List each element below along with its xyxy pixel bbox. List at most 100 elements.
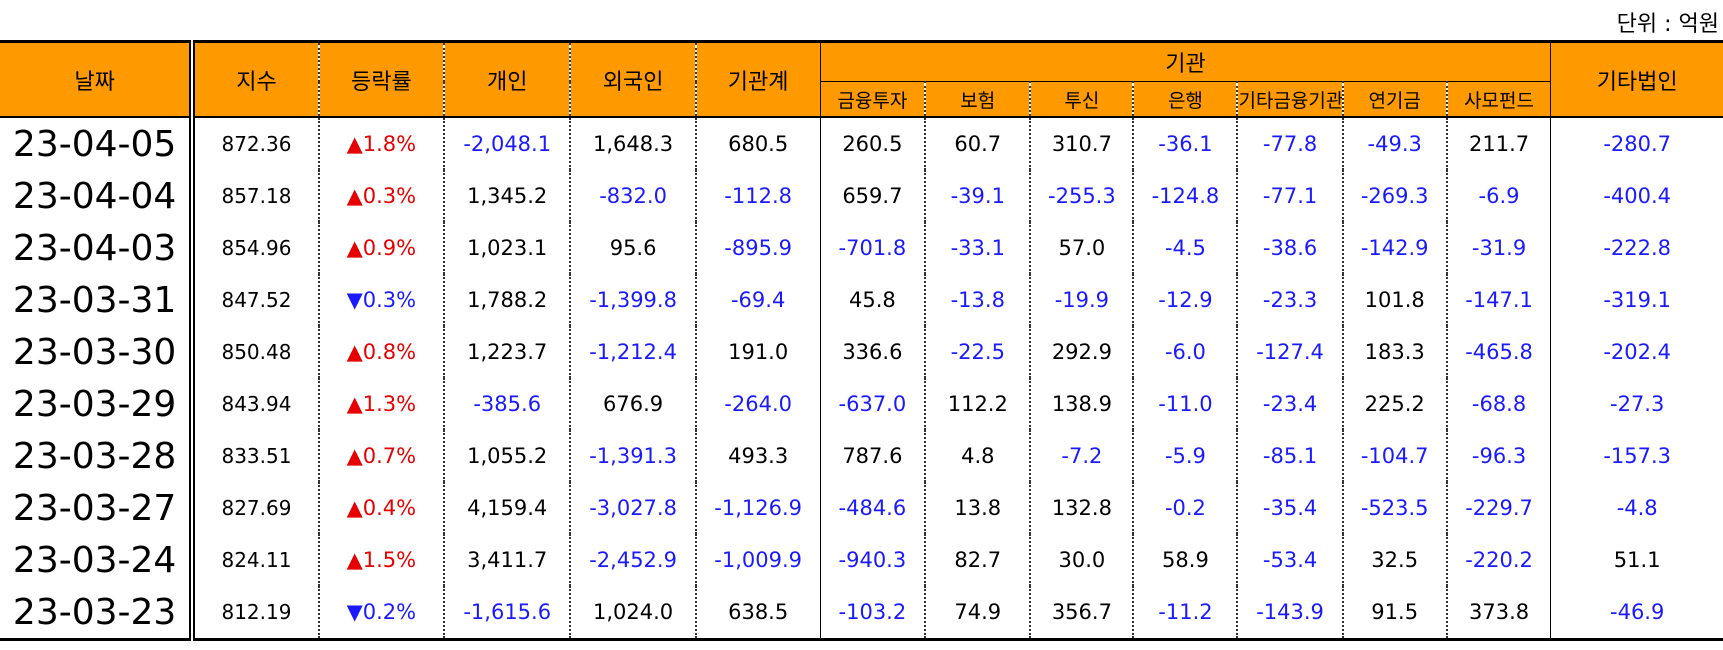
down-triangle-icon: ▼ [346, 600, 363, 624]
value-cell: 260.5 [820, 117, 927, 170]
value-cell: -46.9 [1550, 586, 1723, 641]
value-cell: -19.9 [1030, 274, 1135, 326]
value-cell: -11.0 [1133, 378, 1239, 430]
value-cell: 310.7 [1030, 117, 1135, 170]
value-cell: 1,788.2 [444, 274, 572, 326]
value-cell: -1,615.6 [444, 586, 572, 641]
value-cell: 45.8 [820, 274, 927, 326]
index-cell: 854.96 [192, 222, 320, 274]
value-cell: -157.3 [1603, 444, 1672, 468]
value-cell: -2,452.9 [570, 534, 697, 586]
value-cell: 132.8 [1030, 482, 1135, 534]
value-cell: 32.5 [1342, 534, 1448, 586]
date-cell: 23-04-05 [0, 117, 196, 170]
change-cell: ▲1.3% [318, 378, 446, 430]
value-cell: 112.2 [925, 378, 1032, 430]
value-cell: -11.2 [1133, 586, 1239, 641]
index-cell: 827.69 [192, 482, 320, 534]
value-cell: 60.7 [925, 117, 1032, 170]
value-cell: 676.9 [570, 378, 697, 430]
table-row: 23-03-23 812.19 ▼0.2% -1,615.6 1,024.0 638.5-… [0, 586, 1723, 641]
value-cell: -143.9 [1237, 586, 1344, 641]
value-cell: -465.8 [1446, 326, 1552, 378]
value-cell: -832.0 [570, 170, 697, 222]
index-cell: 857.18 [192, 170, 320, 222]
table-row: 23-04-05 872.36 ▲1.8% -2,048.1 1,648.3 680.5 2… [0, 117, 1723, 170]
value-cell: -124.8 [1133, 170, 1239, 222]
table-row: 23-03-30 850.48 ▲0.8% 1,223.7 -1,212.4 191.0 3… [0, 326, 1723, 378]
up-triangle-icon: ▲ [346, 184, 363, 208]
header-other-corp: 기타법인 [1550, 40, 1723, 118]
table-row: 23-03-29 843.94 ▲1.3% -385.6 676.9 -264.0 -637… [0, 378, 1723, 430]
value-cell: -22.5 [925, 326, 1032, 378]
up-triangle-icon: ▲ [346, 496, 363, 520]
change-cell: ▼0.2% [318, 586, 446, 641]
value-cell: 1,345.2 [444, 170, 572, 222]
value-cell: -142.9 [1342, 222, 1448, 274]
value-cell: -112.8 [695, 170, 821, 222]
value-cell: -4.5 [1133, 222, 1239, 274]
value-cell: -264.0 [695, 378, 821, 430]
value-cell: -147.1 [1446, 274, 1552, 326]
value-cell: -127.4 [1237, 326, 1344, 378]
value-cell: -222.8 [1603, 236, 1672, 260]
up-triangle-icon: ▲ [346, 340, 363, 364]
table-body: 23-04-05 872.36 ▲1.8% -2,048.1 1,648.3 680.5 2… [0, 117, 1723, 641]
value-cell: -280.7 [1603, 132, 1672, 156]
header-institution-total: 기관계 [695, 40, 821, 118]
value-cell: -31.9 [1446, 222, 1552, 274]
value-cell: 13.8 [925, 482, 1032, 534]
value-cell: -35.4 [1237, 482, 1344, 534]
value-cell: -255.3 [1030, 170, 1135, 222]
value-cell: -2,048.1 [444, 117, 572, 170]
change-cell: ▲0.4% [318, 482, 446, 534]
date-cell: 23-04-03 [0, 222, 196, 274]
value-cell: 356.7 [1030, 586, 1135, 641]
value-cell: -77.1 [1237, 170, 1344, 222]
date-cell: 23-04-04 [0, 170, 196, 222]
value-cell: 787.6 [820, 430, 927, 482]
value-cell: -53.4 [1237, 534, 1344, 586]
header-sub-other-financial: 기타금융기관 [1237, 81, 1344, 118]
date-cell: 23-03-24 [0, 534, 196, 586]
value-cell: 57.0 [1030, 222, 1135, 274]
value-cell: 1,023.1 [444, 222, 572, 274]
change-percent: 0.2% [362, 600, 417, 624]
up-triangle-icon: ▲ [346, 132, 363, 156]
date-cell: 23-03-29 [0, 378, 196, 430]
value-cell: 1,055.2 [444, 430, 572, 482]
table-row: 23-04-04 857.18 ▲0.3% 1,345.2 -832.0 -112.8 65… [0, 170, 1723, 222]
value-cell: -33.1 [925, 222, 1032, 274]
value-cell: -96.3 [1446, 430, 1552, 482]
change-percent: 0.3% [362, 288, 417, 312]
value-cell: 225.2 [1342, 378, 1448, 430]
header-sub-trust: 투신 [1030, 81, 1135, 118]
table-row: 23-03-28 833.51 ▲0.7% 1,055.2 -1,391.3 493.3 7… [0, 430, 1723, 482]
value-cell: 30.0 [1030, 534, 1135, 586]
table-row: 23-04-03 854.96 ▲0.9% 1,023.1 95.6 -895.9 -701… [0, 222, 1723, 274]
value-cell: -3,027.8 [570, 482, 697, 534]
value-cell: 336.6 [820, 326, 927, 378]
date-cell: 23-03-31 [0, 274, 196, 326]
value-cell: -400.4 [1603, 184, 1672, 208]
header-sub-bank: 은행 [1133, 81, 1239, 118]
change-percent: 1.3% [362, 392, 417, 416]
value-cell: 58.9 [1133, 534, 1239, 586]
change-percent: 0.4% [362, 496, 417, 520]
value-cell: -68.8 [1446, 378, 1552, 430]
value-cell: 183.3 [1342, 326, 1448, 378]
index-cell: 824.11 [192, 534, 320, 586]
value-cell: -1,126.9 [695, 482, 821, 534]
value-cell: -6.9 [1446, 170, 1552, 222]
index-cell: 850.48 [192, 326, 320, 378]
up-triangle-icon: ▲ [346, 236, 363, 260]
table-row: 23-03-27 827.69 ▲0.4% 4,159.4 -3,027.8 -1,126… [0, 482, 1723, 534]
value-cell: 4,159.4 [444, 482, 572, 534]
value-cell: 1,223.7 [444, 326, 572, 378]
value-cell: -523.5 [1342, 482, 1448, 534]
value-cell: -1,212.4 [570, 326, 697, 378]
change-cell: ▲1.5% [318, 534, 446, 586]
value-cell: 493.3 [695, 430, 821, 482]
up-triangle-icon: ▲ [346, 392, 363, 416]
table-row: 23-03-24 824.11 ▲1.5% 3,411.7 -2,452.9 -1,009… [0, 534, 1723, 586]
